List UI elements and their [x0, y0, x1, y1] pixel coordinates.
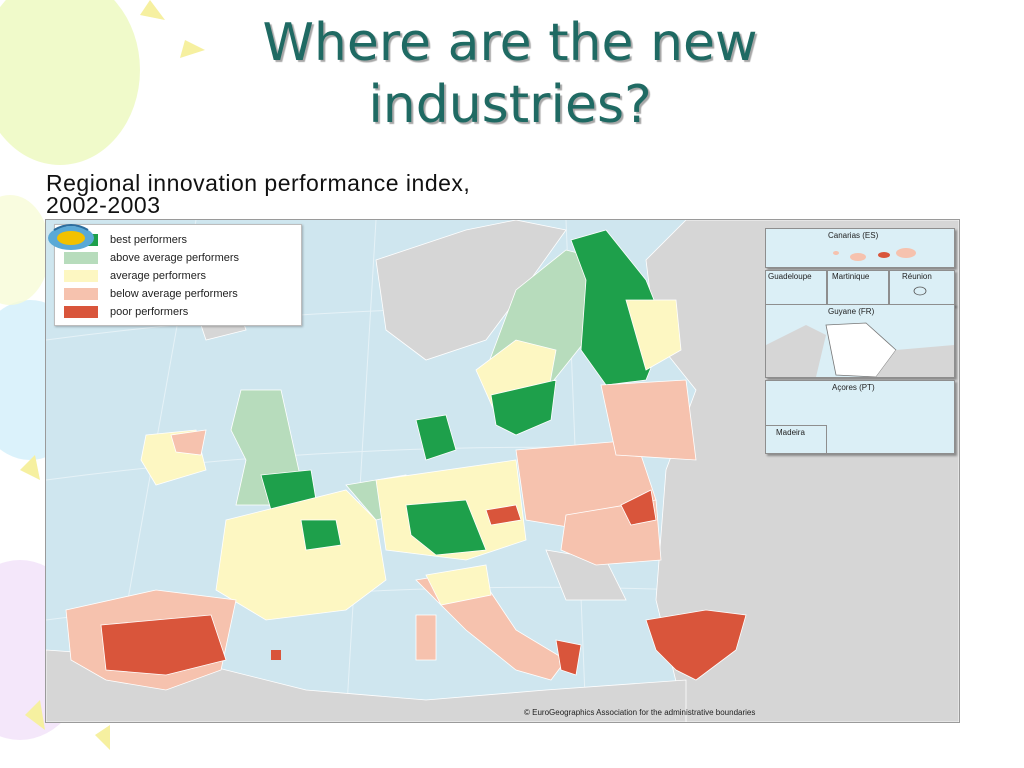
- inset-label-guadeloupe: Guadeloupe: [768, 272, 812, 281]
- eurogeographics-logo: [48, 224, 94, 250]
- legend-label: below average performers: [110, 288, 238, 300]
- inset-label-martinique: Martinique: [832, 272, 870, 281]
- guyane-shape: [766, 322, 954, 377]
- legend-swatch: [64, 306, 98, 318]
- legend-label: best performers: [110, 234, 188, 246]
- slide-title-line-1: Where are the new: [262, 13, 758, 73]
- inset-label-guyane: Guyane (FR): [828, 307, 875, 316]
- slide-title-line-2: industries?: [368, 75, 652, 135]
- slide-title: Where are the new industries?: [150, 12, 870, 136]
- legend-label: poor performers: [110, 306, 189, 318]
- inset-label-reunion: Réunion: [902, 272, 932, 281]
- inset-canarias: Canarias (ES): [765, 228, 955, 268]
- inset-martinique: Martinique: [827, 270, 889, 306]
- inset-madeira: Madeira: [766, 425, 827, 453]
- inset-reunion: Réunion: [889, 270, 955, 306]
- inset-label-canarias: Canarias (ES): [828, 231, 879, 240]
- map-legend: best performers above average performers…: [54, 224, 302, 326]
- legend-swatch: [64, 288, 98, 300]
- inset-guadeloupe: Guadeloupe: [765, 270, 827, 306]
- inset-label-acores: Açores (PT): [832, 383, 875, 392]
- innovation-map: best performers above average performers…: [45, 219, 960, 723]
- copyright-text: © EuroGeographics Association for the ad…: [524, 708, 756, 717]
- map-title-line-1: Regional innovation performance index,: [46, 170, 471, 196]
- map-title-line-2: 2002-2003: [46, 192, 161, 218]
- legend-swatch: [64, 270, 98, 282]
- inset-label-madeira: Madeira: [776, 428, 805, 437]
- inset-guyane: Guyane (FR): [765, 304, 955, 378]
- legend-swatch: [64, 252, 98, 264]
- reunion-island-shape: [913, 286, 927, 296]
- legend-label: above average performers: [110, 252, 240, 264]
- map-title: Regional innovation performance index, 2…: [46, 170, 806, 218]
- inset-acores: Açores (PT) Madeira: [765, 380, 955, 454]
- canarias-islands-shape: [833, 248, 916, 261]
- legend-label: average performers: [110, 270, 206, 282]
